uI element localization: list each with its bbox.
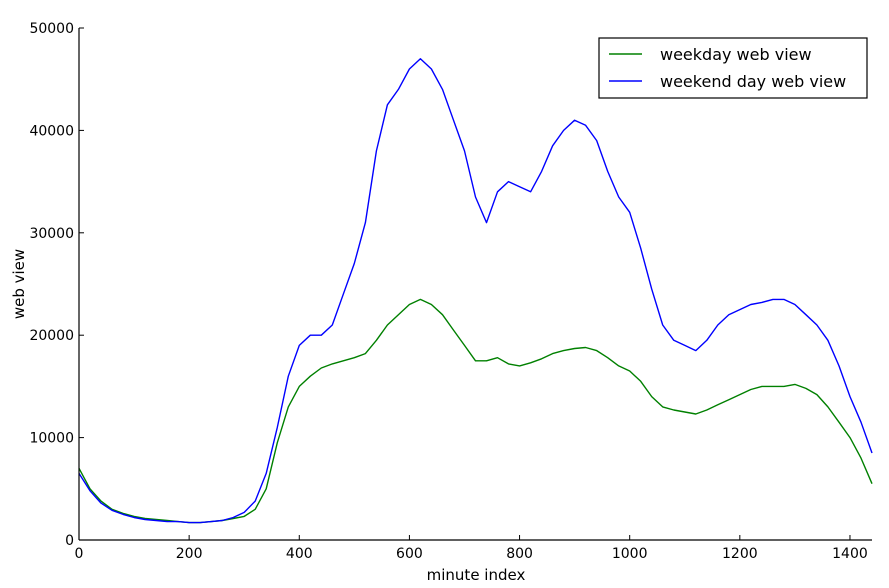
x-tick-label: 1000	[612, 546, 648, 562]
y-tick-label: 30000	[29, 226, 74, 242]
legend-box	[598, 37, 868, 99]
y-tick-label: 20000	[29, 328, 74, 344]
x-tick-label: 1400	[832, 546, 868, 562]
y-tick-label: 50000	[29, 21, 74, 37]
y-axis-title: web view	[10, 249, 28, 319]
x-tick-label: 0	[75, 546, 84, 562]
y-tick-label: 10000	[29, 431, 74, 447]
x-tick-label: 600	[396, 546, 423, 562]
y-tick-label: 40000	[29, 123, 74, 139]
ticks-layer: 0 200 400 600 800 1000 1200 1400 0 10000 20000 3000…	[29, 21, 867, 562]
plot-area	[79, 28, 872, 540]
x-tick-label: 800	[506, 546, 533, 562]
legend-label-weekday: weekday web view	[660, 45, 812, 64]
series-line-weekend	[78, 58, 873, 524]
x-tick-label: 200	[176, 546, 203, 562]
legend-label-weekend: weekend day web view	[660, 72, 846, 91]
x-tick-label: 400	[286, 546, 313, 562]
x-tick-label: 1200	[722, 546, 758, 562]
series-layer	[78, 58, 873, 524]
y-tick-label: 0	[65, 533, 74, 549]
x-axis-title: minute index	[427, 566, 526, 584]
legend: weekday web view weekend day web view	[598, 37, 868, 99]
